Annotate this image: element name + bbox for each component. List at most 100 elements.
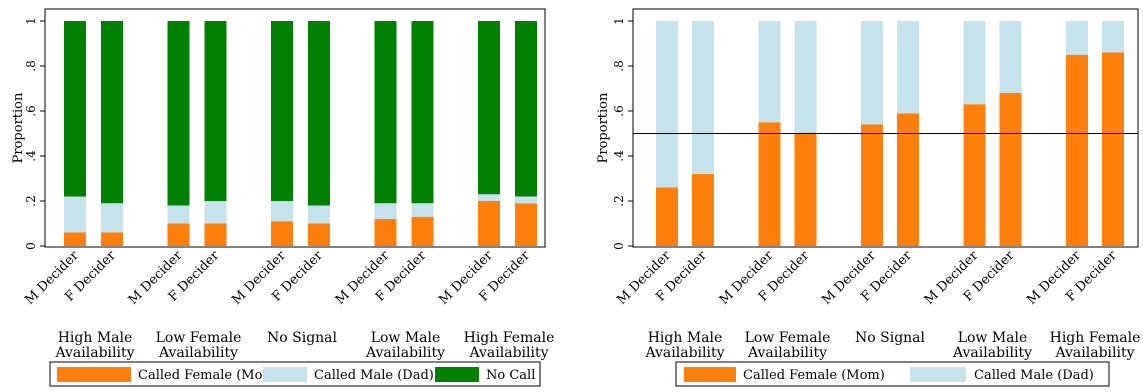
group-label: High Female xyxy=(1050,330,1141,346)
y-tick-label: .8 xyxy=(24,60,38,71)
bar-segment-male xyxy=(656,21,678,188)
group-label: No Signal xyxy=(855,330,926,346)
bar-segment-female xyxy=(204,223,227,246)
legend-label-male-left: Called Male (Dad) xyxy=(314,368,434,383)
y-tick-label: 1 xyxy=(24,17,38,25)
bar-segment-female xyxy=(271,221,293,246)
y-axis-label-right: Proportion xyxy=(596,92,611,163)
bar-segment-male xyxy=(271,201,293,222)
bar-segment-male xyxy=(515,196,537,204)
group-label-line2: Availability xyxy=(747,345,827,361)
legend-label-nocall-left: No Call xyxy=(486,368,535,383)
bar-segment-nocall xyxy=(478,21,500,195)
y-tick-label: .4 xyxy=(612,150,626,162)
legend-swatch-male-left xyxy=(263,367,307,382)
group-label: Low Male xyxy=(958,330,1028,346)
legend-label-male-right: Called Male (Dad) xyxy=(974,368,1094,383)
bar-segment-female xyxy=(861,124,883,246)
bar-segment-female xyxy=(64,232,86,246)
bar-segment-nocall xyxy=(308,21,330,206)
y-tick-label: 0 xyxy=(612,242,626,250)
group-label-line2: Availability xyxy=(54,345,134,361)
bar-segment-male xyxy=(167,205,190,224)
bar-segment-nocall xyxy=(271,21,293,201)
y-tick-label: 0 xyxy=(24,242,38,250)
bar-segment-female xyxy=(999,93,1022,246)
plot-frame-left xyxy=(44,8,546,248)
group-label-line2: Availability xyxy=(468,345,548,361)
bar-segment-male xyxy=(692,21,714,174)
bar-segment-male xyxy=(374,203,397,219)
plot-frame-right xyxy=(632,8,1139,248)
bar-segment-nocall xyxy=(411,21,434,204)
group-label: Low Male xyxy=(371,330,441,346)
bar-segment-female xyxy=(411,216,434,246)
y-tick-label: .4 xyxy=(24,150,38,162)
y-tick-label: .2 xyxy=(612,195,626,206)
legend-swatch-nocall-left xyxy=(435,367,479,382)
bar-segment-female xyxy=(794,133,817,246)
group-label-line2: Availability xyxy=(1054,345,1134,361)
bar-segment-nocall xyxy=(101,21,123,204)
bars-right xyxy=(656,21,1124,246)
bar-segment-nocall xyxy=(64,21,86,197)
legend-label-female-right: Called Female (Mom) xyxy=(743,368,885,383)
bar-segment-male xyxy=(999,21,1022,93)
bar-segment-female xyxy=(1102,52,1124,246)
group-label: High Male xyxy=(58,330,133,346)
group-label: No Signal xyxy=(267,330,338,346)
bar-segment-male xyxy=(794,21,817,134)
y-axis-label-left: Proportion xyxy=(11,92,26,163)
bar-segment-male xyxy=(411,203,434,217)
bar-segment-nocall xyxy=(204,21,227,201)
legend-swatch-female-left xyxy=(57,367,131,382)
bar-segment-female xyxy=(167,223,190,246)
legend-left: Called Female (Mom) Called Male (Dad) No… xyxy=(49,361,541,387)
bar-segment-female xyxy=(1066,54,1088,246)
bar-segment-female xyxy=(515,203,537,246)
group-label-line2: Availability xyxy=(158,345,238,361)
bar-segment-female xyxy=(101,232,123,246)
bar-segment-female xyxy=(656,187,678,246)
bar-segment-female xyxy=(374,219,397,246)
bar-segment-female xyxy=(478,201,500,246)
bar-segment-male xyxy=(1102,21,1124,53)
bar-segment-male xyxy=(308,205,330,224)
group-label: High Male xyxy=(648,330,723,346)
bar-segment-female xyxy=(308,223,330,246)
bars-left xyxy=(64,21,537,246)
bar-segment-male xyxy=(478,194,500,201)
bar-segment-nocall xyxy=(515,21,537,197)
bar-segment-female xyxy=(758,122,781,246)
bar-segment-female xyxy=(963,104,986,246)
group-label: Low Female xyxy=(745,330,831,346)
bar-segment-male xyxy=(101,203,123,233)
y-tick-label: .2 xyxy=(24,195,38,206)
y-tick-label: .8 xyxy=(612,60,626,71)
bar-segment-nocall xyxy=(167,21,190,206)
y-tick-label: 1 xyxy=(612,17,626,25)
legend-label-female-left: Called Female (Mom) xyxy=(138,368,280,383)
bar-segment-male xyxy=(64,196,86,233)
legend-right: Called Female (Mom) Called Male (Dad) xyxy=(675,361,1110,387)
y-tick-label: .6 xyxy=(24,105,38,116)
bar-segment-male xyxy=(758,21,781,123)
bar-segment-male xyxy=(963,21,986,105)
bar-segment-female xyxy=(897,113,919,246)
bar-segment-male xyxy=(861,21,883,125)
group-label-line2: Availability xyxy=(952,345,1032,361)
group-label: High Female xyxy=(464,330,555,346)
group-label-line2: Availability xyxy=(365,345,445,361)
legend-frame-right xyxy=(675,361,1110,387)
bar-segment-male xyxy=(1066,21,1088,55)
y-ticks-right: 0 .2 .4 .6 .8 1 xyxy=(612,17,633,250)
legend-swatch-male-right xyxy=(910,367,966,382)
bar-segment-female xyxy=(692,174,714,246)
y-tick-label: .6 xyxy=(612,105,626,116)
